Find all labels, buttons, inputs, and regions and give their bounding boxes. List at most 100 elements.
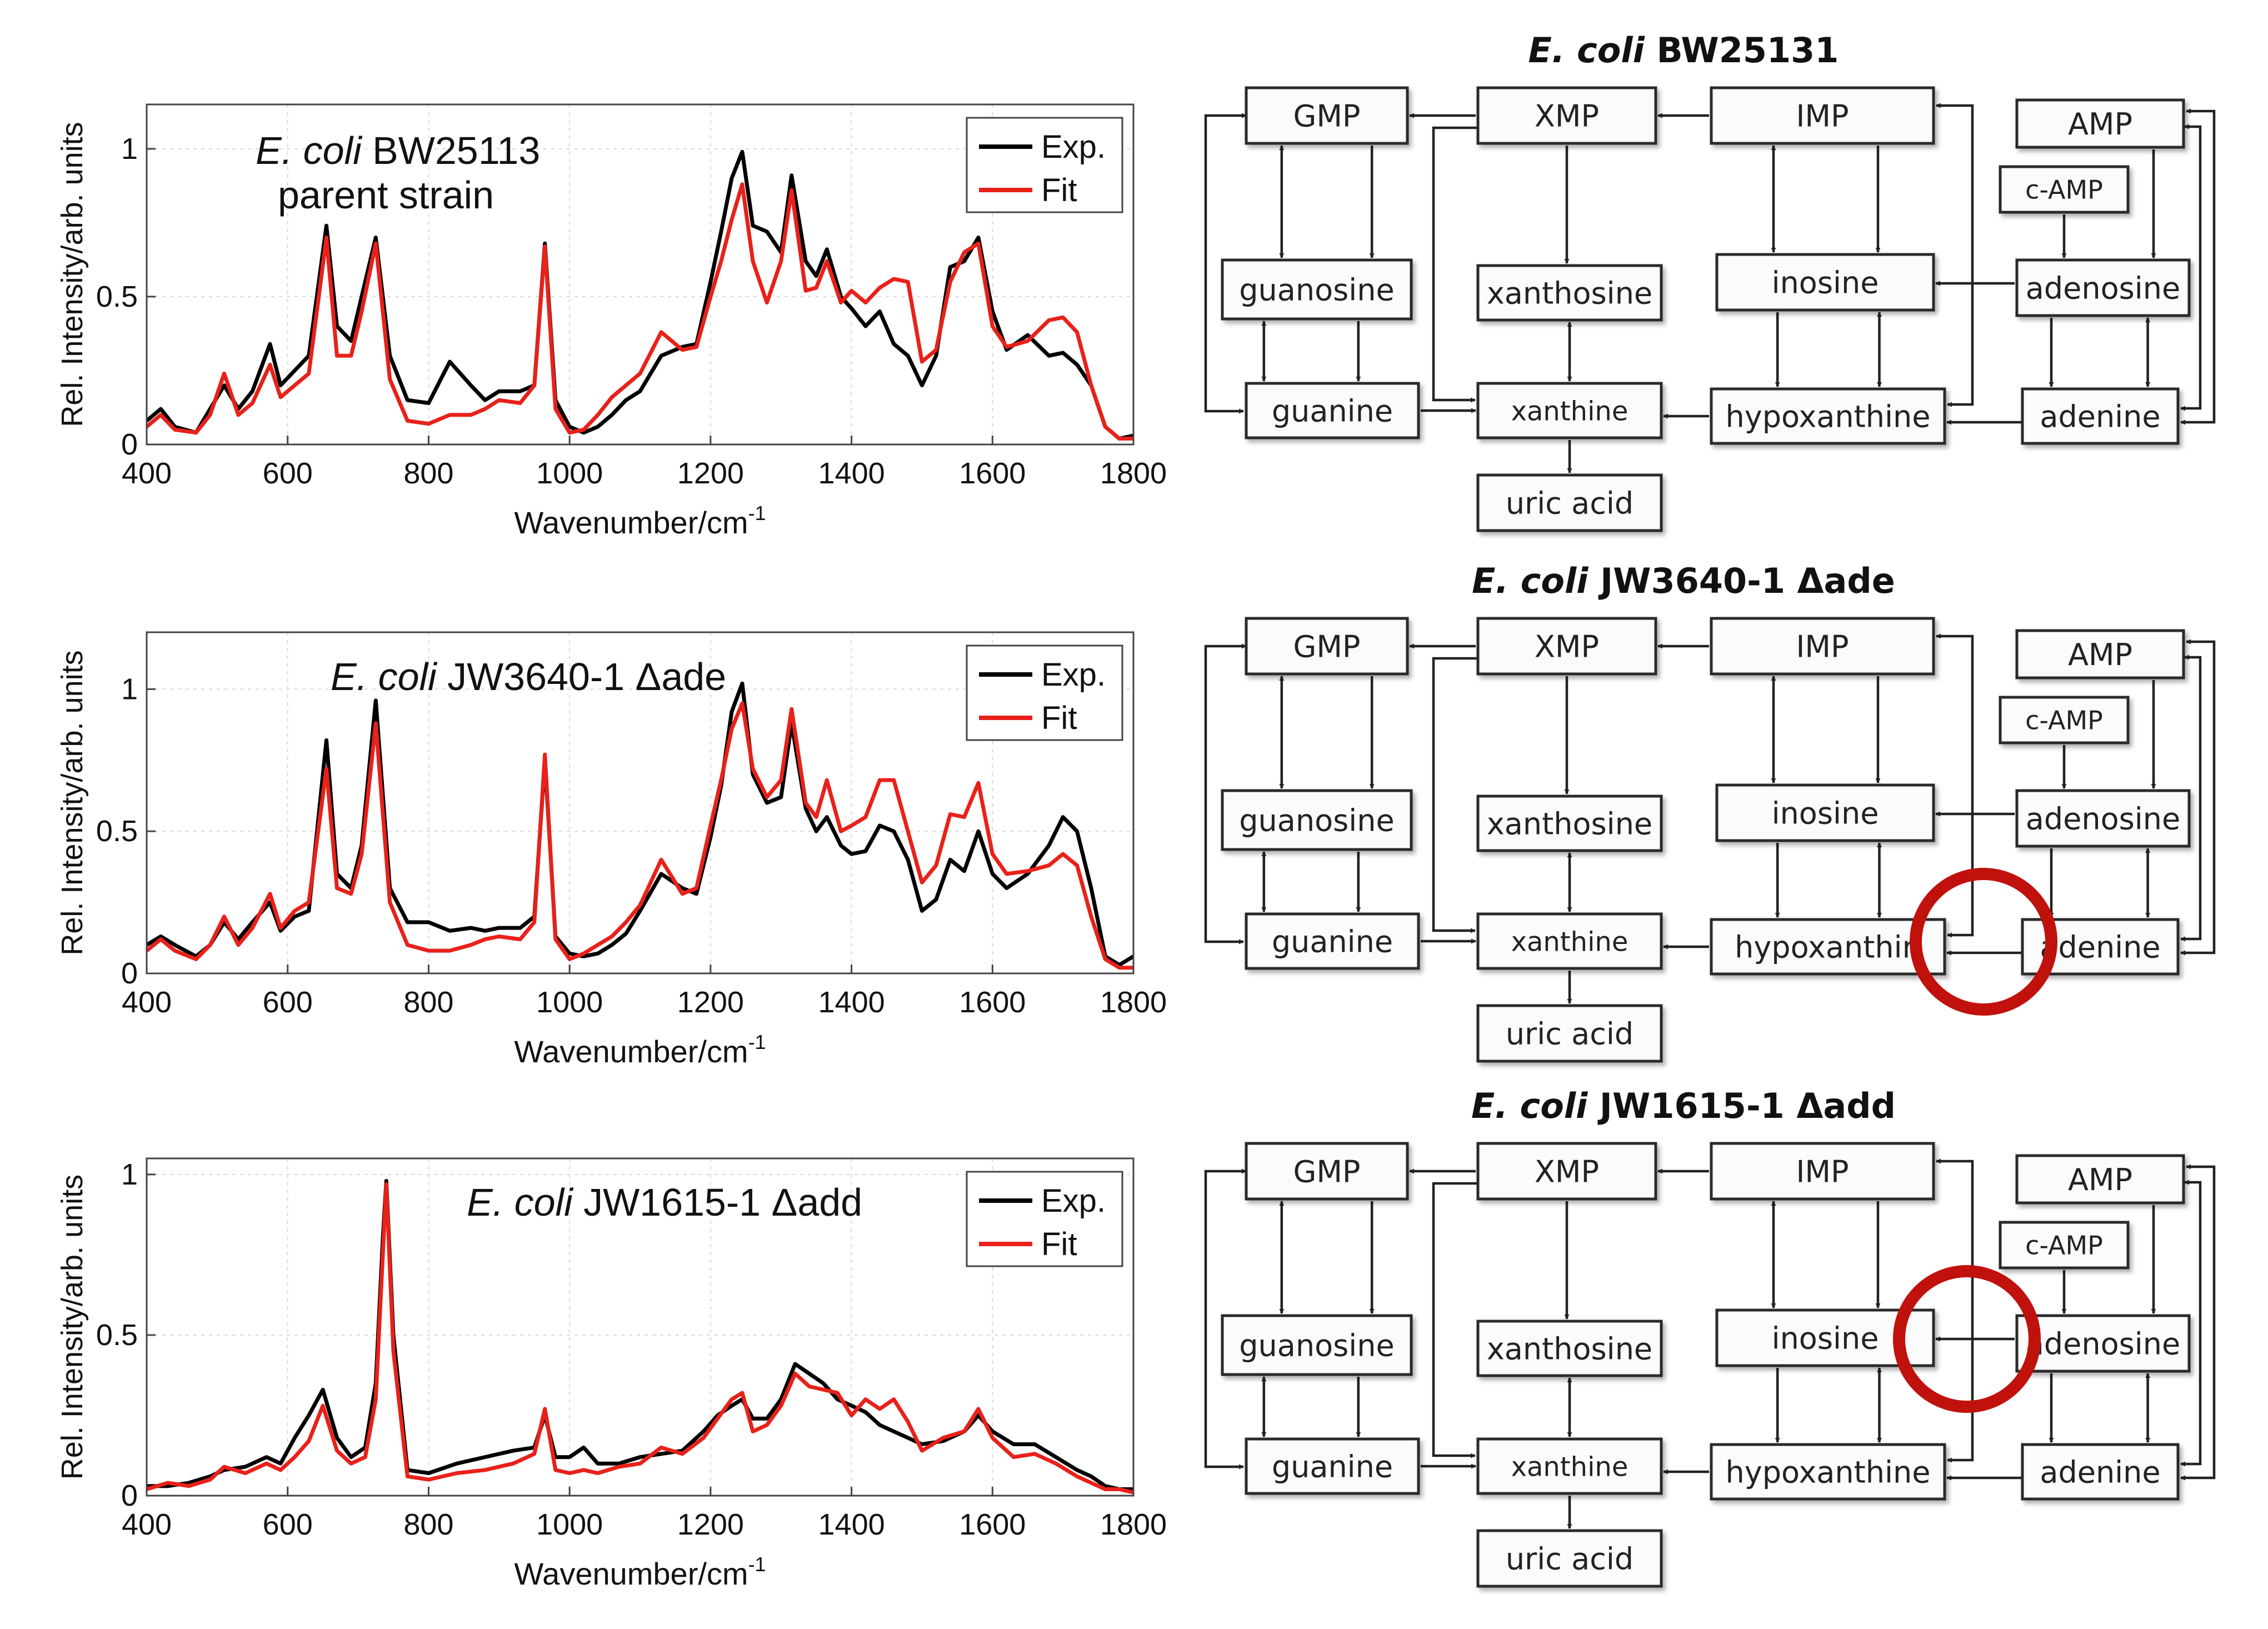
node-box (1999, 165, 2130, 214)
diagram-title-strain: JW3640-1 Δade (1588, 561, 1895, 601)
node-uric-acid: uric acid (1476, 1529, 1663, 1588)
node-box (1715, 253, 1935, 312)
loop-amp-adenine-outer (2180, 108, 2216, 425)
plot-frame (146, 103, 1135, 446)
node-imp: IMP (1710, 86, 1935, 145)
node-camp: c-AMP (1999, 696, 2130, 744)
node-box (1710, 1142, 1935, 1201)
node-uric-acid: uric acid (1476, 1004, 1663, 1063)
node-xmp: XMP (1476, 617, 1657, 676)
node-box (1221, 258, 1413, 321)
loop-xmp-to-xanthine (1432, 1182, 1511, 1458)
legend-label: Exp. (1041, 657, 1106, 693)
node-label: c-AMP (2025, 706, 2103, 736)
node-guanosine: guanosine (1221, 1314, 1413, 1376)
loop-amp-adenine-outer (2180, 1164, 2216, 1481)
x-tick-label: 800 (403, 986, 453, 1019)
x-axis-label: Wavenumber/cm-1 (514, 1553, 766, 1591)
node-label: xanthine (1511, 396, 1628, 427)
node-label: xanthosine (1487, 1331, 1652, 1366)
node-box (1221, 789, 1413, 851)
node-box (1710, 387, 1946, 445)
node-hypoxanthine: hypoxanthin (1710, 918, 1946, 976)
node-guanine: guanine (1245, 912, 1420, 970)
y-tick-label: 1 (121, 132, 138, 166)
node-box (1476, 382, 1663, 439)
loop-imp-hypoxanthine (1936, 103, 1974, 407)
node-xmp: XMP (1476, 86, 1657, 145)
node-box (1999, 1221, 2130, 1270)
node-label: guanosine (1239, 803, 1394, 838)
node-label: xanthine (1511, 1451, 1628, 1482)
strain-label-name: JW1615-1 Δadd (573, 1181, 862, 1224)
legend-label: Exp. (1041, 1183, 1106, 1219)
strain-label-name: JW3640-1 Δade (437, 655, 726, 698)
node-xanthosine: xanthosine (1476, 794, 1663, 852)
node-label: c-AMP (2025, 1231, 2103, 1261)
node-box (1245, 912, 1420, 970)
x-tick-label: 1600 (959, 986, 1026, 1019)
x-tick-label: 800 (403, 1508, 453, 1541)
strain-label-species: E. coli (467, 1181, 574, 1224)
loop-amp-adenine-inner (2180, 1180, 2202, 1467)
node-hypoxanthine: hypoxanthine (1710, 387, 1946, 445)
loop-xmp-to-xanthine (1432, 126, 1511, 403)
node-label: inosine (1772, 1321, 1879, 1356)
node-xmp: XMP (1476, 1142, 1657, 1201)
legend-label: Fit (1041, 1226, 1077, 1262)
node-box (2021, 1443, 2180, 1501)
x-tick-label: 1000 (536, 457, 603, 490)
x-tick-label: 1000 (536, 986, 603, 1019)
node-imp: IMP (1710, 617, 1935, 676)
node-label: AMP (2068, 107, 2132, 142)
x-tick-label: 600 (263, 457, 313, 490)
x-axis-label-superscript: -1 (748, 502, 766, 524)
y-tick-label: 1 (121, 1158, 138, 1191)
pathway-diagram-3: E. coli JW1615-1 Δadd GMP XMP IMP AMP c-AMP gu… (1204, 1086, 2216, 1588)
x-axis-label: Wavenumber/cm-1 (514, 1031, 766, 1069)
node-adenosine: adenosine (2015, 1314, 2191, 1373)
deletion-marker-circle (1893, 1265, 2041, 1413)
y-axis-label: Rel. Intensity/arb. units (56, 1175, 89, 1480)
node-uric-acid: uric acid (1476, 473, 1663, 532)
node-box (1710, 1443, 1946, 1501)
plot-frame (146, 631, 1135, 975)
node-label: uric acid (1506, 486, 1633, 521)
x-tick-label: 400 (122, 457, 172, 490)
diagram-title-strain: JW1615-1 Δadd (1587, 1086, 1896, 1126)
node-label: XMP (1535, 98, 1599, 133)
pathway-diagrams: E. coli BW25131 GMP XMP IMP AMP c-AMP guanosin… (1204, 30, 2216, 1588)
node-box (1476, 1320, 1663, 1377)
x-axis-label-superscript: -1 (748, 1031, 766, 1053)
node-label: xanthosine (1487, 276, 1652, 311)
x-tick-label: 1600 (959, 457, 1026, 490)
strain-label: E. coli JW3640-1 Δade (331, 655, 726, 698)
node-box (1476, 912, 1663, 970)
plot-frame (146, 1157, 1135, 1497)
x-tick-label: 1800 (1100, 1508, 1167, 1541)
node-label: IMP (1796, 629, 1849, 664)
node-xanthine: xanthine (1476, 382, 1663, 439)
legend-box (966, 117, 1123, 213)
x-axis-label: Wavenumber/cm-1 (514, 502, 766, 540)
y-tick-label: 1 (121, 672, 138, 706)
node-box (1476, 617, 1657, 676)
node-box (2015, 1154, 2185, 1205)
spectra-panels: 400 600 800 1000 1200 1400 1600 180000.51Wavenu… (56, 103, 1167, 1591)
diagram-title-species: E. coli (1528, 30, 1645, 71)
node-imp: IMP (1710, 1142, 1935, 1201)
node-inosine: inosine (1715, 783, 1935, 842)
pathway-diagram-2: E. coli JW3640-1 Δade GMP XMP IMP AMP c-AMP gu… (1204, 561, 2216, 1063)
node-label: guanosine (1239, 272, 1394, 307)
x-tick-label: 1200 (677, 457, 744, 490)
node-box (1476, 264, 1663, 322)
node-box (1245, 617, 1409, 676)
node-label: IMP (1796, 1154, 1849, 1189)
node-adenine: adenine (2021, 1443, 2180, 1501)
strain-label-species: E. coli (256, 129, 363, 172)
node-label: AMP (2068, 637, 2132, 672)
node-camp: c-AMP (1999, 1221, 2130, 1270)
strain-label-species: E. coli (331, 655, 438, 698)
node-box (1476, 794, 1663, 852)
